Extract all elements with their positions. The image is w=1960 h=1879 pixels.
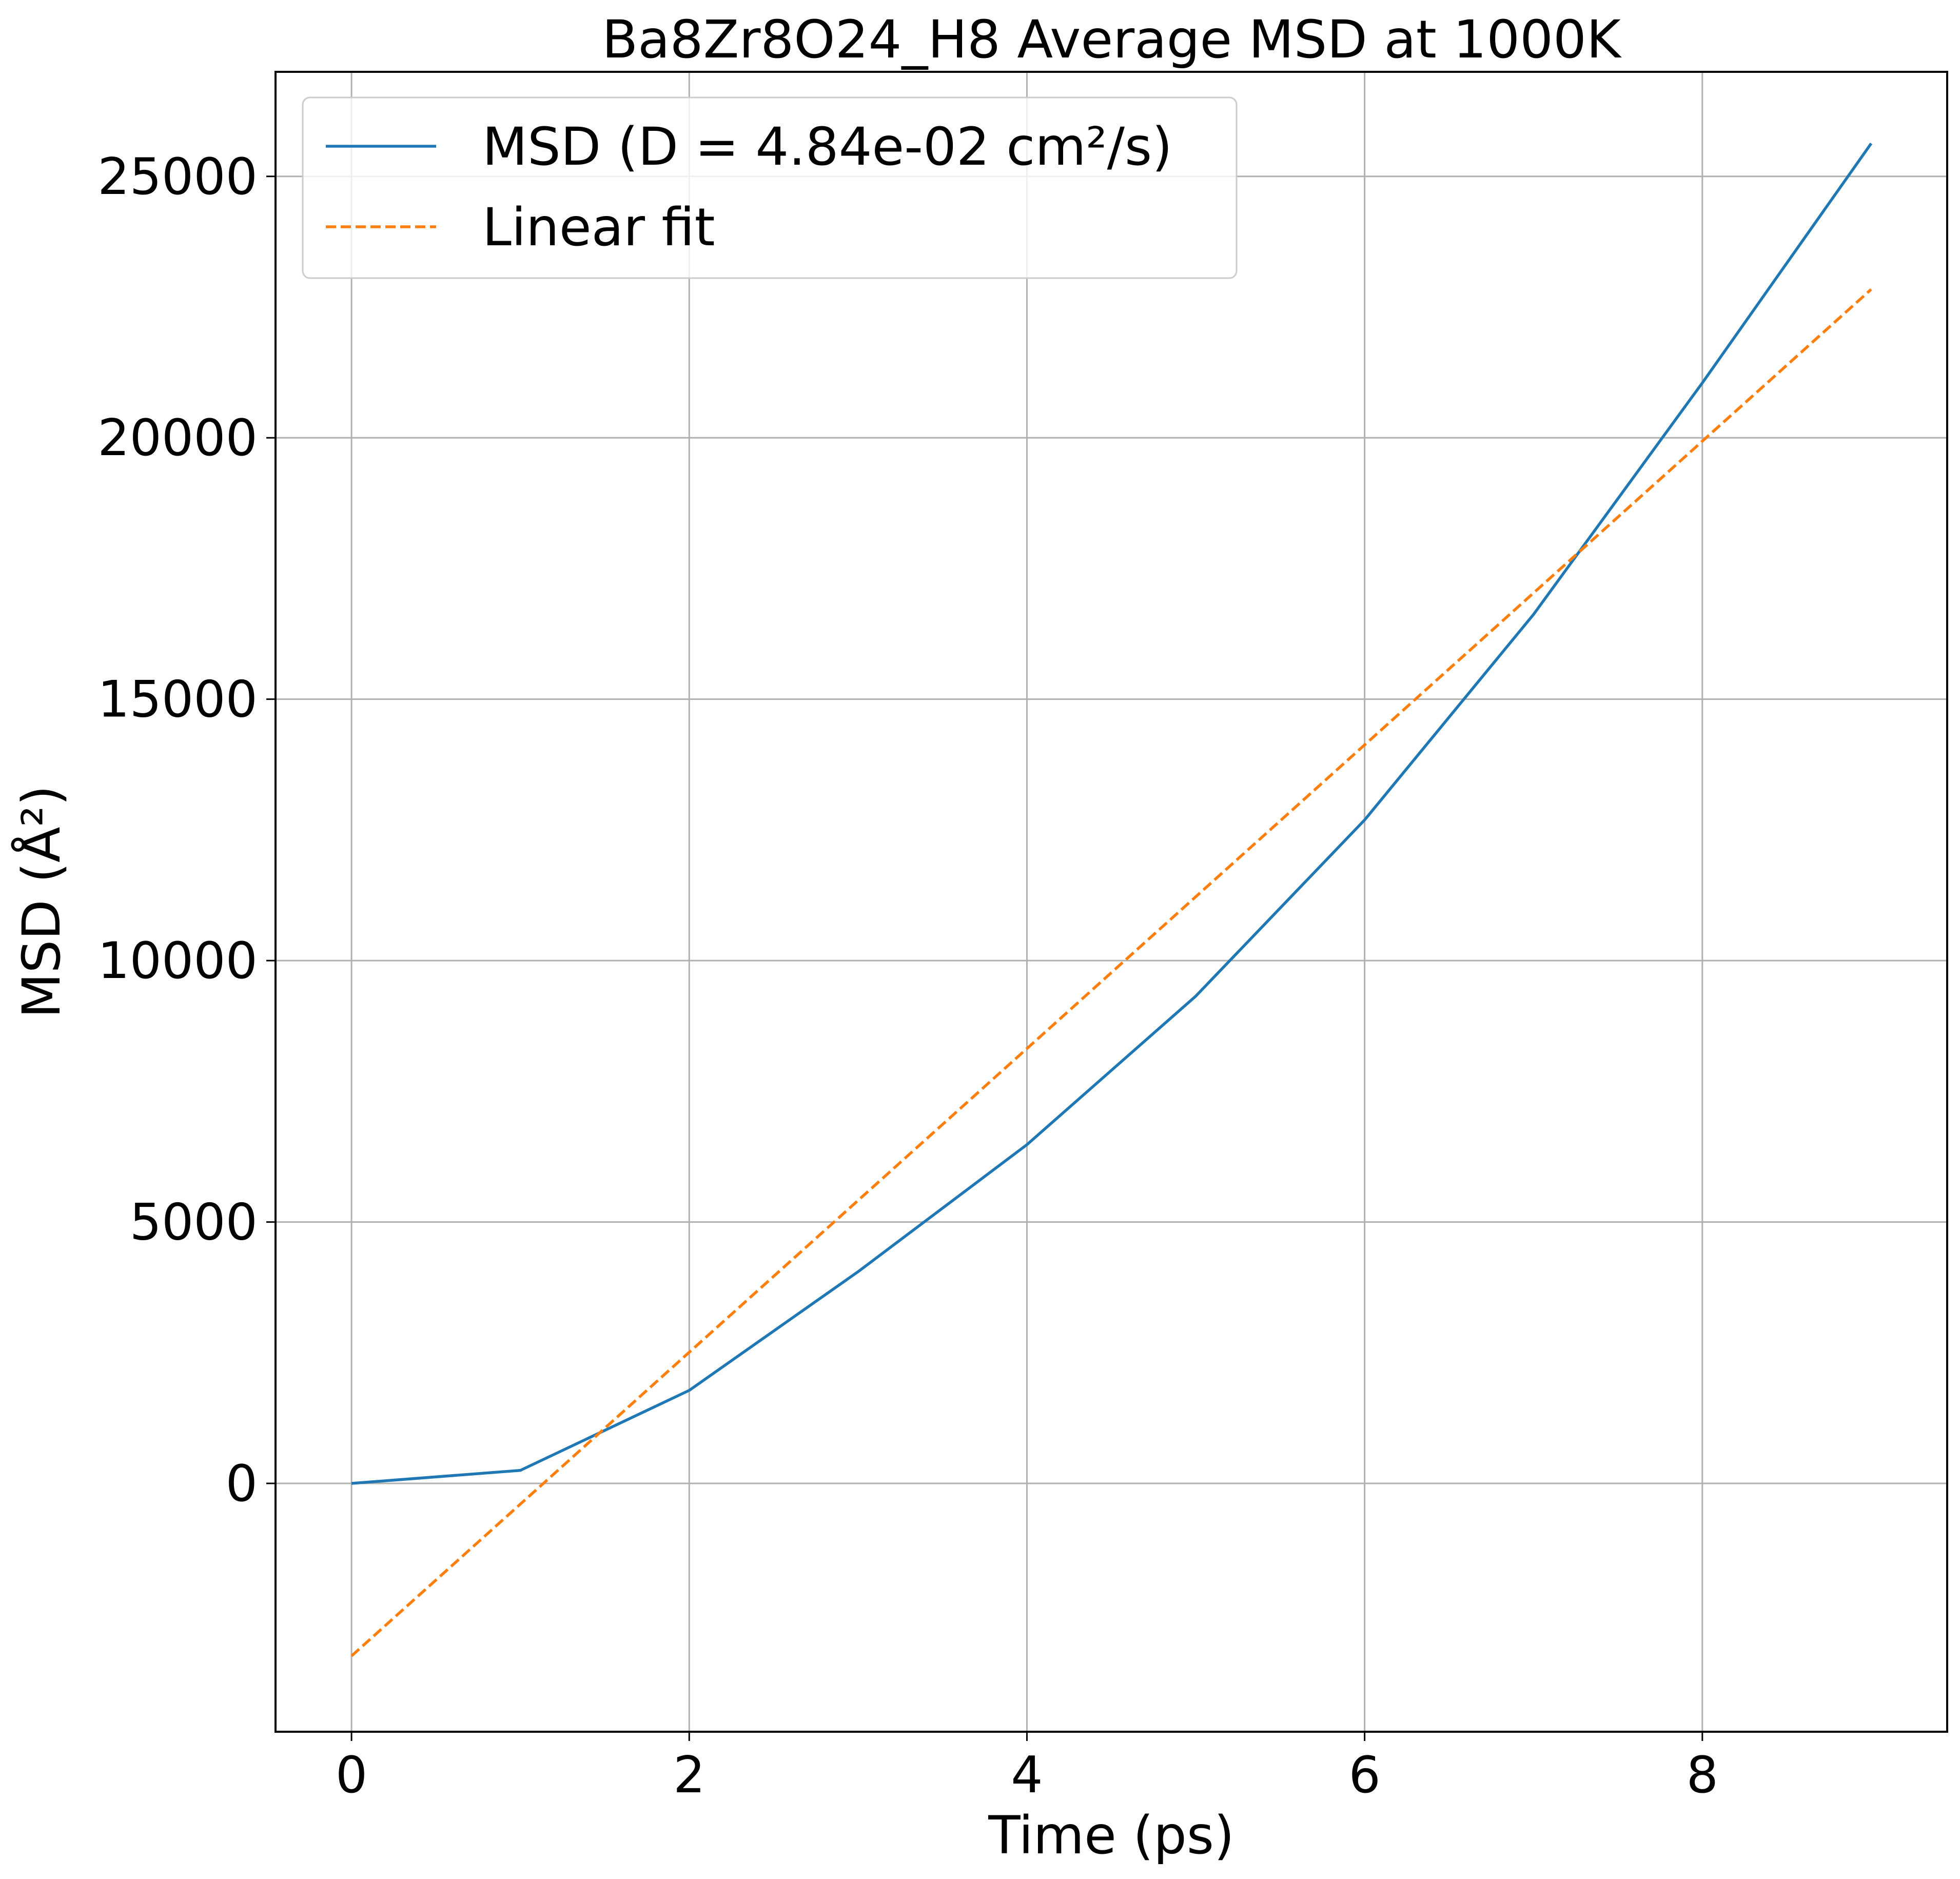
chart-title: Ba8Zr8O24_H8 Average MSD at 1000K bbox=[602, 9, 1622, 70]
legend-msd-label: MSD (D = 4.84e-02 cm²/s) bbox=[482, 116, 1172, 178]
y-axis-label: MSD (Å²) bbox=[11, 786, 72, 1019]
tick-layer: 0 2 4 6 8 0 5000 10000 15000 20000 25000 bbox=[97, 148, 1718, 1805]
y-tick-label: 5000 bbox=[130, 1193, 258, 1252]
linear-fit-line bbox=[350, 288, 1872, 1657]
x-tick-label: 2 bbox=[673, 1746, 705, 1805]
axes-frame bbox=[275, 71, 1948, 1733]
y-tick-label: 20000 bbox=[97, 409, 258, 467]
series-layer bbox=[350, 143, 1873, 1657]
x-axis-label: Time (ps) bbox=[988, 1805, 1234, 1866]
y-tick-label: 10000 bbox=[97, 932, 258, 990]
x-tick-label: 8 bbox=[1687, 1746, 1718, 1805]
legend: MSD (D = 4.84e-02 cm²/s) Linear fit bbox=[302, 96, 1238, 279]
y-tick-label: 0 bbox=[226, 1455, 258, 1513]
legend-box bbox=[302, 96, 1238, 279]
x-tick-label: 0 bbox=[336, 1746, 367, 1805]
legend-fit-label: Linear fit bbox=[482, 197, 715, 258]
x-tick-label: 4 bbox=[1011, 1746, 1043, 1805]
y-tick-label: 25000 bbox=[97, 148, 258, 206]
y-tick-label: 15000 bbox=[97, 671, 258, 729]
x-tick-label: 6 bbox=[1348, 1746, 1380, 1805]
msd-series-line bbox=[351, 143, 1873, 1485]
